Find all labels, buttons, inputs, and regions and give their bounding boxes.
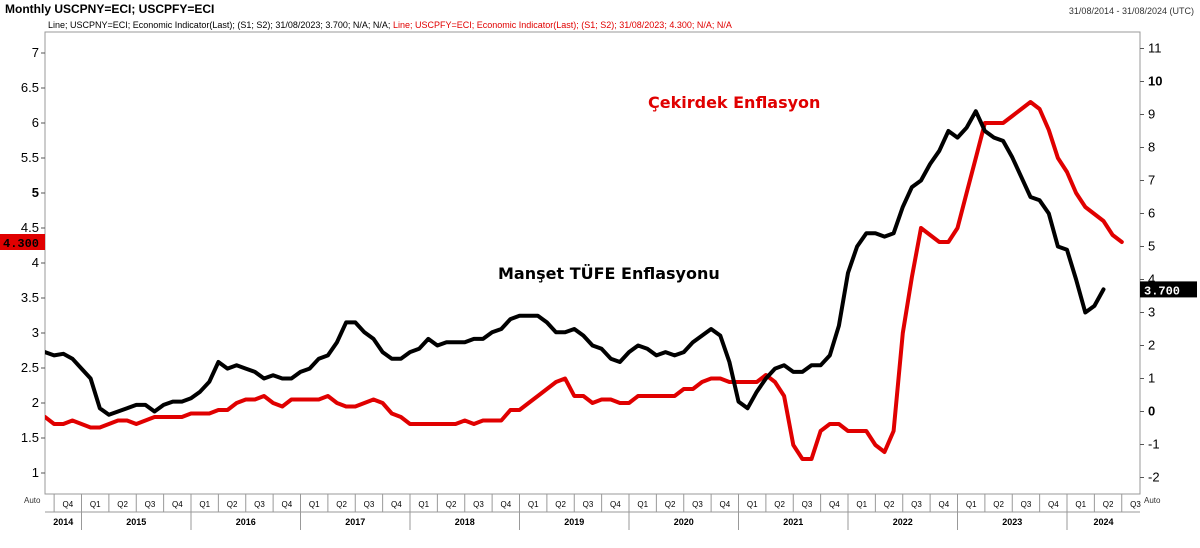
- quarter-label: Q2: [993, 500, 1004, 509]
- quarter-label: Q4: [1048, 500, 1059, 509]
- quarter-label: Q1: [856, 500, 867, 509]
- quarter-label: Q1: [309, 500, 320, 509]
- right-axis: -2 -1 0 1 2 3 4 5 6 7 8 9 10 11 Auto: [1140, 41, 1162, 505]
- right-tick-label: 2: [1148, 338, 1155, 353]
- quarter-label: Q2: [665, 500, 676, 509]
- last-value-black: 3.700: [1144, 284, 1180, 298]
- right-tick-label: 1: [1148, 371, 1155, 386]
- quarter-label: Q2: [117, 500, 128, 509]
- year-label: 2019: [564, 517, 584, 527]
- quarter-label: Q1: [90, 500, 101, 509]
- quarter-label: Q2: [227, 500, 238, 509]
- right-tick-label: 0: [1148, 404, 1155, 419]
- quarter-label: Q2: [884, 500, 895, 509]
- right-tick-label: 5: [1148, 239, 1155, 254]
- quarter-label: Q3: [802, 500, 813, 509]
- quarter-label: Q3: [1130, 500, 1141, 509]
- quarter-label: Q4: [938, 500, 949, 509]
- plot-area: [44, 31, 1141, 495]
- year-label: 2020: [674, 517, 694, 527]
- left-tick-label: 6.5: [21, 80, 39, 95]
- quarter-label: Q1: [966, 500, 977, 509]
- left-tick-label: 6: [32, 115, 39, 130]
- quarter-label: Q4: [500, 500, 511, 509]
- left-tick-label: 7: [32, 45, 39, 60]
- quarter-label: Q4: [829, 500, 840, 509]
- x-axis: Q4 Q1 Q2 Q3 Q4 Q1 Q2 Q3 Q4 Q1 Q2 Q3 Q4 Q1 Q2 Q3 Q4 Q1 Q2 Q3…: [45, 494, 1141, 530]
- quarter-label: Q2: [555, 500, 566, 509]
- right-tick-label: 7: [1148, 173, 1155, 188]
- legend-red-series: Line; USCPFY=ECI; Economic Indicator(Las…: [392, 20, 732, 30]
- left-axis: 1 1.5 2 2.5 3 3.5 4 4.5 5 5.5 6 6.5 7 Auto: [21, 45, 45, 505]
- year-label: 2023: [1002, 517, 1022, 527]
- chart-title: Monthly USCPNY=ECI; USCPFY=ECI: [5, 2, 215, 16]
- left-tick-label: 1.5: [21, 430, 39, 445]
- quarter-label: Q2: [774, 500, 785, 509]
- right-tick-label: 10: [1148, 74, 1162, 89]
- year-label: 2017: [345, 517, 365, 527]
- right-tick-label: 6: [1148, 206, 1155, 221]
- last-value-red: 4.300: [3, 237, 39, 251]
- last-value-tag-black: [1140, 281, 1197, 298]
- left-tick-label: 4: [32, 255, 39, 270]
- quarter-label: Q4: [391, 500, 402, 509]
- quarter-label: Q3: [145, 500, 156, 509]
- year-label: 2024: [1093, 517, 1113, 527]
- series-core-inflation-line: [45, 100, 1124, 461]
- right-tick-label: 11: [1148, 41, 1162, 56]
- left-tick-label: 5: [32, 185, 39, 200]
- left-tick-label: 3: [32, 325, 39, 340]
- date-range: 31/08/2014 - 31/08/2024 (UTC): [1068, 6, 1194, 16]
- right-tick-label: -2: [1148, 470, 1160, 485]
- annotation-headline-cpi: Manşet TÜFE Enflasyonu: [498, 264, 720, 283]
- annotation-core-inflation: Çekirdek Enflasyon: [648, 93, 820, 112]
- quarter-label: Q3: [473, 500, 484, 509]
- year-label: 2016: [236, 517, 256, 527]
- year-label: 2018: [455, 517, 475, 527]
- quarter-label: Q4: [281, 500, 292, 509]
- right-tick-label: 3: [1148, 305, 1155, 320]
- quarter-label: Q4: [610, 500, 621, 509]
- left-tick-label: 4.5: [21, 220, 39, 235]
- right-tick-label: 9: [1148, 107, 1155, 122]
- quarter-label: Q3: [1021, 500, 1032, 509]
- quarter-label: Q1: [199, 500, 210, 509]
- legend-black-series: Line; USCPNY=ECI; Economic Indicator(Las…: [48, 20, 391, 30]
- quarter-label: Q4: [172, 500, 183, 509]
- last-value-tag-red: [0, 234, 45, 250]
- quarter-label: Q3: [911, 500, 922, 509]
- quarter-label: Q1: [528, 500, 539, 509]
- left-tick-label: 1: [32, 465, 39, 480]
- quarter-label: Q3: [254, 500, 265, 509]
- quarter-label: Q3: [583, 500, 594, 509]
- quarter-label: Q1: [747, 500, 758, 509]
- right-tick-label: 4: [1148, 272, 1155, 287]
- quarter-label: Q1: [637, 500, 648, 509]
- left-tick-label: 3.5: [21, 290, 39, 305]
- quarter-label: Q4: [62, 500, 73, 509]
- auto-label-left: Auto: [24, 496, 41, 505]
- left-tick-label: 5.5: [21, 150, 39, 165]
- series-headline-cpi-line: [45, 109, 1106, 417]
- year-label: 2022: [893, 517, 913, 527]
- quarter-label: Q4: [719, 500, 730, 509]
- legend: Line; USCPNY=ECI; Economic Indicator(Las…: [48, 20, 732, 30]
- year-label: 2021: [783, 517, 803, 527]
- quarter-label: Q1: [418, 500, 429, 509]
- quarter-label: Q3: [364, 500, 375, 509]
- quarter-label: Q2: [1103, 500, 1114, 509]
- year-label: 2015: [126, 517, 146, 527]
- year-label: 2014: [53, 517, 73, 527]
- right-tick-label: -1: [1148, 437, 1160, 452]
- quarter-label: Q2: [446, 500, 457, 509]
- left-tick-label: 2.5: [21, 360, 39, 375]
- quarter-label: Q2: [336, 500, 347, 509]
- right-tick-label: 8: [1148, 140, 1155, 155]
- left-tick-label: 2: [32, 395, 39, 410]
- quarter-label: Q1: [1075, 500, 1086, 509]
- quarter-label: Q3: [692, 500, 703, 509]
- auto-label-right: Auto: [1144, 496, 1161, 505]
